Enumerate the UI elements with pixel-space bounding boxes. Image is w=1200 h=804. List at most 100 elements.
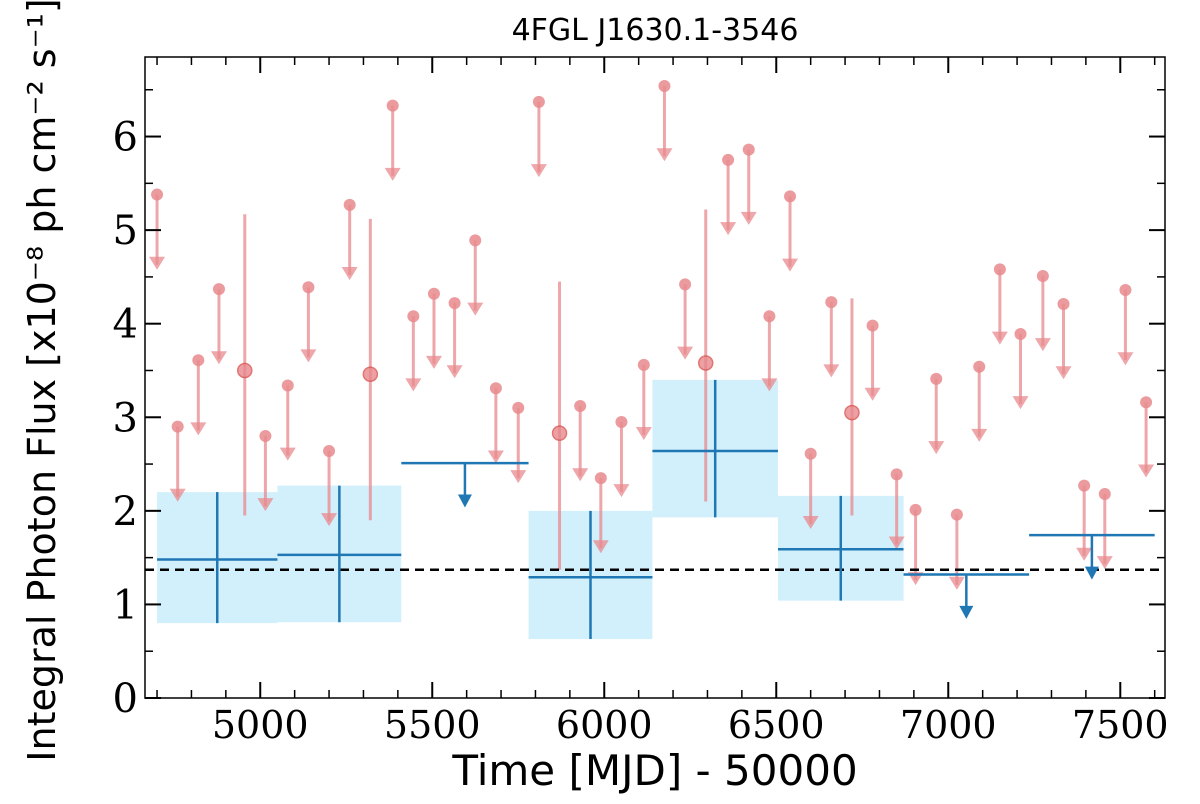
x-tick-label: 5500 (384, 703, 481, 747)
fine-upper-limit-head (321, 513, 338, 527)
fine-upper-limit-head (149, 256, 166, 270)
fine-upper-limit-point (448, 297, 461, 310)
fine-upper-limit-point (784, 190, 797, 203)
fine-upper-limit-point (1036, 269, 1049, 282)
coarse-upper-limit-head (959, 605, 974, 619)
fine-upper-limit-head (928, 441, 945, 455)
fine-upper-limit-head (802, 515, 819, 529)
fine-upper-limit-point (763, 310, 776, 323)
fine-upper-limit-point (950, 508, 963, 521)
fine-upper-limit-head (487, 450, 504, 464)
x-tick-label: 7500 (1072, 703, 1169, 747)
fine-upper-limit-head (720, 222, 737, 236)
fine-detection-point (844, 404, 860, 421)
fine-upper-limit-point (930, 372, 943, 385)
fine-upper-limit-point (281, 379, 294, 392)
fine-upper-limit-point (259, 429, 272, 442)
fine-upper-limit-head (530, 164, 547, 178)
fine-upper-limit-point (722, 153, 735, 166)
fine-upper-limit-head (405, 378, 422, 392)
fine-upper-limit-point (151, 188, 164, 201)
fine-upper-limit-head (1096, 556, 1113, 570)
y-axis-label: Integral Photon Flux [x10⁻⁸ ph cm⁻² s⁻¹] (20, 0, 64, 762)
fine-upper-limit-point (637, 358, 650, 371)
x-axis-label: Time [MJD] - 50000 (451, 746, 857, 795)
fine-detection-point (697, 355, 714, 371)
y-tick-label: 1 (113, 582, 138, 628)
fine-upper-limit-point (407, 310, 420, 323)
fine-detection-point (237, 362, 253, 379)
fine-upper-limit-head (677, 346, 694, 360)
fine-upper-limit-point (532, 95, 545, 108)
fine-upper-limit-head (592, 540, 609, 554)
fine-upper-limit-head (425, 355, 442, 369)
x-tick-label: 6000 (556, 703, 653, 747)
fine-upper-limit-head (1012, 396, 1029, 410)
axis-ticks: 5000 5500 6000 6500 7000 7500 0 1 2 3 4 5 6 (113, 57, 1169, 747)
fine-upper-limit-head (190, 422, 207, 436)
fine-upper-limit-head (740, 211, 757, 225)
fine-upper-limit-point (825, 296, 838, 309)
fine-upper-limit-head (823, 364, 840, 378)
fine-upper-limit-point (658, 80, 671, 93)
fine-upper-limit-point (302, 281, 315, 294)
fine-detection-point (362, 366, 379, 382)
fine-upper-limit-head (888, 536, 905, 550)
fine-upper-limit-point (192, 354, 205, 367)
plot-frame (144, 56, 1166, 699)
fine-upper-limit-point (866, 319, 879, 332)
fine-upper-limit-head (446, 365, 463, 379)
fine-upper-limit-point (512, 401, 525, 414)
fine-upper-limit-point (1057, 298, 1070, 311)
fine-upper-limit-head (1055, 366, 1072, 380)
chart-title: 4FGL J1630.1-3546 (512, 13, 799, 48)
fine-upper-limit-head (300, 349, 317, 363)
fine-upper-limit-head (991, 331, 1008, 345)
fine-upper-limit-point (804, 447, 817, 460)
fine-upper-limit-head (635, 427, 652, 441)
fine-upper-limit-point (489, 382, 502, 395)
fine-upper-limit-point (909, 503, 922, 516)
fine-upper-limit-head (782, 258, 799, 272)
plot-content (145, 80, 1165, 640)
fine-upper-limit-point (890, 468, 903, 481)
fine-upper-limit-point (679, 278, 692, 291)
fine-upper-limit-head (341, 267, 358, 281)
fine-upper-limit-head (467, 302, 484, 316)
fine-upper-limit-point (973, 360, 986, 373)
fine-upper-limit-head (257, 498, 274, 512)
fine-upper-limit-point (212, 283, 225, 296)
fine-upper-limit-head (1138, 464, 1155, 478)
y-tick-label: 2 (113, 489, 138, 535)
fine-upper-limit-point (1140, 396, 1153, 409)
fine-upper-limit-head (971, 428, 988, 442)
fine-upper-limit-point (427, 287, 440, 300)
fine-upper-limit-point (1119, 284, 1132, 297)
x-tick-label: 7000 (900, 703, 997, 747)
fine-upper-limit-point (594, 472, 607, 485)
fine-upper-limit-head (279, 447, 296, 461)
y-tick-label: 5 (113, 208, 138, 254)
fine-upper-limit-point (742, 143, 755, 156)
fine-upper-limit-point (469, 234, 482, 247)
fine-detection-point (551, 425, 568, 441)
fine-upper-limit-head (1076, 547, 1093, 561)
fine-upper-limit-head (613, 484, 630, 498)
y-tick-label: 0 (113, 676, 138, 722)
fine-upper-limit-head (572, 468, 589, 482)
x-tick-label: 5000 (212, 703, 309, 747)
fine-upper-limit-point (343, 198, 356, 211)
fine-upper-limit-head (761, 378, 778, 392)
fine-upper-limit-point (1098, 488, 1111, 501)
fine-upper-limit-head (384, 167, 401, 181)
fine-upper-limit-point (171, 420, 184, 433)
x-tick-label: 6500 (728, 703, 825, 747)
fine-upper-limit-point (993, 263, 1006, 276)
fine-upper-limit-head (864, 387, 881, 401)
fine-upper-limit-head (169, 488, 186, 502)
fine-upper-limit-head (1117, 352, 1134, 366)
y-tick-label: 6 (113, 115, 138, 161)
coarse-upper-limit-head (457, 494, 472, 508)
fine-upper-limit-point (386, 99, 399, 112)
